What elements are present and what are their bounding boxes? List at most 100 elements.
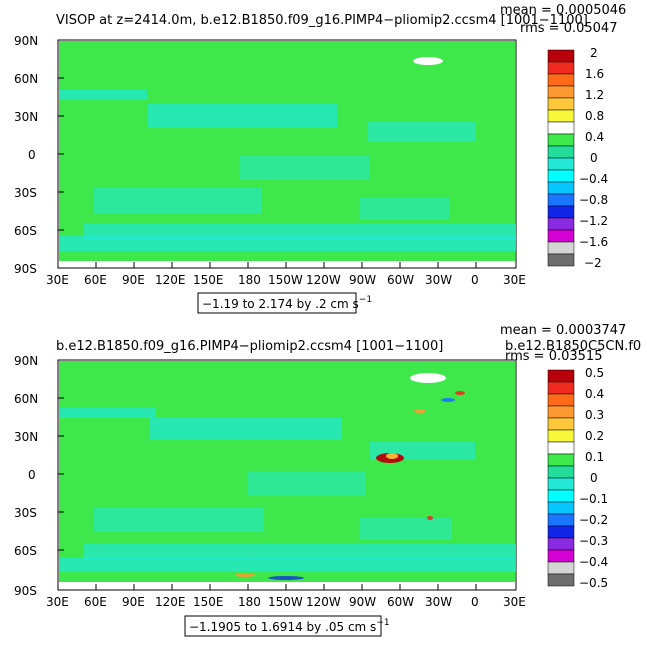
bottom-x-tick-11: 0	[471, 595, 479, 609]
colorbar-swatch	[547, 513, 575, 527]
colorbar-swatch	[547, 477, 575, 491]
bottom-map	[57, 359, 517, 591]
bottom-colorbar-label-5: 0	[590, 471, 598, 485]
bottom-colorbar-label-3: 0.2	[585, 429, 604, 443]
bottom-x-tick-7: 120W	[306, 595, 341, 609]
colorbar-swatch	[547, 109, 575, 123]
bottom-x-tick-3: 120E	[155, 595, 186, 609]
bottom-chart-right-title: b.e12.B1850C5CN.f0	[505, 339, 641, 354]
bottom-x-tick-2: 90E	[122, 595, 145, 609]
bottom-x-tick-6: 150W	[268, 595, 303, 609]
top-colorbar-label-2: 1.2	[585, 88, 604, 102]
colorbar-swatch	[547, 145, 575, 159]
colorbar-swatch	[547, 85, 575, 99]
top-x-tick-10: 30W	[425, 273, 452, 287]
top-x-tick-1: 60E	[84, 273, 107, 287]
top-y-axis: 90N 60N 30N 0 30S 60S 90S	[14, 34, 64, 276]
top-y-tick-0: 90N	[14, 34, 38, 48]
top-colorbar-label-3: 0.8	[585, 109, 604, 123]
bottom-x-tick-1: 60E	[84, 595, 107, 609]
top-x-tick-9: 60W	[387, 273, 414, 287]
bottom-y-tick-4: 30S	[14, 506, 37, 520]
bottom-y-tick-1: 60N	[14, 392, 38, 406]
top-x-axis: 30E 60E 90E 120E 150E 180 150W 120W 90W …	[46, 262, 526, 287]
colorbar-swatch	[547, 573, 575, 587]
bottom-y-tick-2: 30N	[14, 430, 38, 444]
bottom-chart-rms: rms = 0.03515	[505, 349, 602, 364]
top-colorbar-label-4: 0.4	[585, 130, 604, 144]
top-x-tick-4: 150E	[193, 273, 224, 287]
colorbar-swatch	[547, 561, 575, 575]
bottom-colorbar-label-4: 0.1	[585, 450, 604, 464]
bottom-panel: b.e12.B1850.f09_g16.PIMP4−pliomip2.ccsm4…	[0, 320, 647, 640]
top-ice-south	[59, 261, 515, 268]
colorbar-swatch	[547, 549, 575, 563]
bottom-colorbar-label-7: −0.2	[579, 513, 608, 527]
top-x-tick-5: 180	[238, 273, 261, 287]
bottom-colorbar: 0.5 0.4 0.3 0.2 0.1 0 −0.1 −0.2 −0.3 −0.…	[547, 366, 608, 590]
bottom-colorbar-label-6: −0.1	[579, 492, 608, 506]
colorbar-swatch	[547, 217, 575, 231]
colorbar-swatch	[547, 525, 575, 539]
top-ice-north	[413, 57, 443, 65]
bottom-x-tick-4: 150E	[193, 595, 224, 609]
bottom-y-tick-6: 90S	[14, 584, 37, 598]
top-panel: VISOP at z=2414.0m, b.e12.B1850.f09_g16.…	[0, 0, 647, 320]
bottom-y-axis: 90N 60N 30N 0 30S 60S 90S	[14, 354, 64, 598]
bottom-y-tick-0: 90N	[14, 354, 38, 368]
colorbar-swatch	[547, 441, 575, 455]
colorbar-swatch	[547, 241, 575, 255]
top-map	[57, 39, 517, 269]
colorbar-swatch	[547, 169, 575, 183]
top-colorbar-label-6: −0.4	[579, 172, 608, 186]
bottom-y-tick-5: 60S	[14, 544, 37, 558]
colorbar-swatch	[547, 417, 575, 431]
bottom-x-axis: 30E 60E 90E 120E 150E 180 150W 120W 90W …	[46, 584, 526, 609]
top-y-tick-4: 30S	[14, 186, 37, 200]
colorbar-swatch	[547, 49, 575, 63]
colorbar-swatch	[547, 133, 575, 147]
bottom-x-tick-0: 30E	[46, 595, 69, 609]
bottom-ice-north	[410, 373, 446, 383]
bottom-colorbar-swatches	[547, 369, 575, 587]
top-range-box: −1.19 to 2.174 by .2 cm s−1	[197, 292, 372, 314]
bottom-x-tick-12: 30E	[503, 595, 526, 609]
top-colorbar-label-5: 0	[590, 151, 598, 165]
bottom-colorbar-label-10: −0.5	[579, 576, 608, 590]
colorbar-swatch	[547, 465, 575, 479]
top-chart-title: VISOP at z=2414.0m, b.e12.B1850.f09_g16.…	[56, 13, 588, 28]
top-colorbar: 2 1.6 1.2 0.8 0.4 0 −0.4 −0.8 −1.2 −1.6 …	[547, 46, 608, 270]
bottom-x-tick-9: 60W	[387, 595, 414, 609]
colorbar-swatch	[547, 157, 575, 171]
colorbar-swatch	[547, 229, 575, 243]
top-x-tick-3: 120E	[155, 273, 186, 287]
colorbar-swatch	[547, 97, 575, 111]
top-y-tick-6: 90S	[14, 262, 37, 276]
top-y-tick-3: 0	[28, 148, 36, 162]
top-map-regions	[59, 90, 516, 251]
top-colorbar-label-10: −2	[584, 256, 602, 270]
colorbar-swatch	[547, 61, 575, 75]
top-colorbar-label-1: 1.6	[585, 67, 604, 81]
colorbar-swatch	[547, 393, 575, 407]
top-colorbar-label-7: −0.8	[579, 193, 608, 207]
top-x-tick-2: 90E	[122, 273, 145, 287]
top-chart: VISOP at z=2414.0m, b.e12.B1850.f09_g16.…	[14, 3, 626, 314]
bottom-map-regions	[60, 408, 516, 572]
top-colorbar-label-0: 2	[590, 46, 598, 60]
bottom-colorbar-label-0: 0.5	[585, 366, 604, 380]
colorbar-swatch	[547, 381, 575, 395]
top-x-tick-11: 0	[471, 273, 479, 287]
bottom-y-tick-3: 0	[28, 468, 36, 482]
colorbar-swatch	[547, 489, 575, 503]
bottom-ice-south	[59, 582, 515, 590]
top-x-tick-7: 120W	[306, 273, 341, 287]
bottom-colorbar-label-2: 0.3	[585, 408, 604, 422]
colorbar-swatch	[547, 73, 575, 87]
top-y-tick-5: 60S	[14, 224, 37, 238]
top-range-note: −1.19 to 2.174 by .2 cm s−1	[202, 295, 372, 311]
colorbar-swatch	[547, 253, 575, 267]
bottom-chart-mean: mean = 0.0003747	[500, 323, 626, 338]
bottom-x-tick-5: 180	[238, 595, 261, 609]
bottom-colorbar-label-9: −0.4	[579, 555, 608, 569]
